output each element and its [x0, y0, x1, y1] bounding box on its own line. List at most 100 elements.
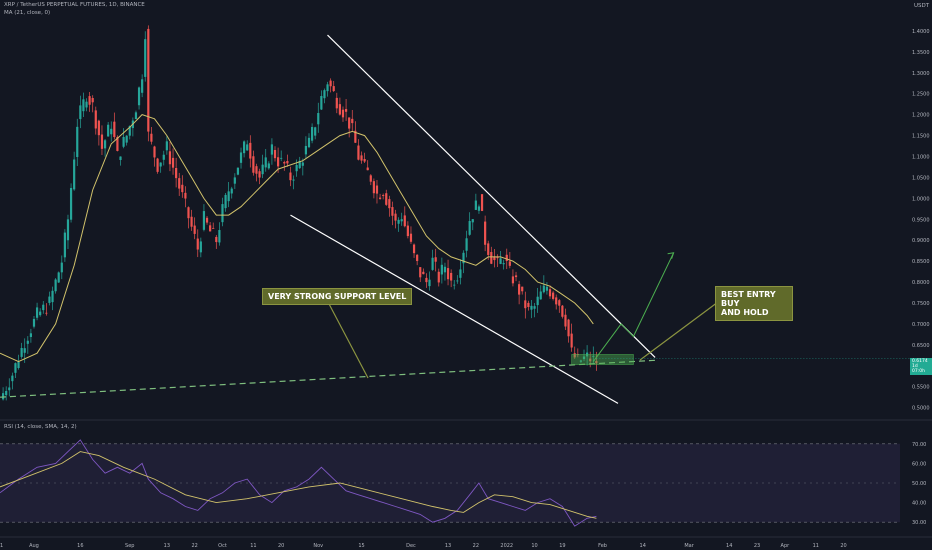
price-tick-label: 0.7000 [912, 322, 930, 328]
candle-body [153, 146, 156, 158]
candle-body [412, 244, 416, 254]
candle-body [533, 306, 536, 309]
candle-body [363, 159, 366, 162]
candle-body [524, 300, 527, 309]
support-line [0, 359, 656, 398]
candle-body [144, 39, 147, 77]
rsi-tick-label: 60.00 [912, 461, 926, 467]
candle-body [332, 86, 335, 92]
candle-body [320, 95, 323, 110]
date-tick-label: 14 [726, 543, 732, 549]
candle-body [391, 207, 394, 216]
last-price-badge: 0.6174 1d 07:0h [910, 358, 932, 375]
candle-body [295, 164, 298, 172]
candle-body [246, 144, 249, 151]
candle-body [32, 318, 36, 327]
candle-body [431, 257, 434, 270]
price-tick-label: 0.9000 [912, 238, 930, 244]
candle-body [119, 156, 122, 160]
candle-body [360, 155, 363, 161]
candle-body [462, 252, 465, 264]
date-tick-label: 15 [358, 543, 364, 549]
candle-body [570, 333, 573, 348]
date-tick-label: 16 [77, 543, 83, 549]
candle-body [60, 262, 63, 273]
date-tick-label: 20 [278, 543, 284, 549]
candle-body [212, 227, 215, 229]
date-tick-label: 22 [191, 543, 197, 549]
candle-body [419, 267, 422, 278]
candle-body [542, 285, 545, 293]
date-tick-label: Mar [684, 543, 694, 549]
candle-body [141, 79, 144, 93]
candle-body [416, 254, 419, 262]
price-tick-label: 0.5000 [912, 406, 930, 412]
date-tick-label: 21 [0, 543, 3, 549]
candle-body [107, 124, 110, 137]
candle-body [199, 241, 202, 253]
candle-body [490, 251, 493, 264]
candle-body [91, 98, 94, 103]
channel-upper-line [327, 34, 656, 358]
candle-body [42, 304, 45, 311]
candle-body [45, 312, 48, 314]
date-tick-label: Apr [781, 543, 791, 549]
last-price-countdown: 1d 07:0h [912, 364, 925, 374]
candle-body [403, 215, 406, 227]
candle-body [277, 157, 280, 167]
candle-body [307, 137, 311, 148]
rsi-tick-label: 70.00 [912, 442, 926, 448]
candle-body [555, 297, 558, 305]
date-tick-label: 11 [250, 543, 256, 549]
candle-body [209, 225, 212, 232]
price-tick-label: 1.3000 [912, 71, 930, 77]
candle-body [100, 134, 104, 149]
candle-body [314, 127, 317, 136]
price-tick-label: 0.9500 [912, 217, 930, 223]
candle-body [505, 254, 508, 261]
price-tick-label: 1.2000 [912, 113, 930, 119]
entry-label-line2: AND HOLD [721, 308, 769, 317]
candle-body [76, 126, 79, 158]
candle-body [548, 289, 552, 297]
candle-body [239, 152, 243, 163]
candle-body [134, 112, 138, 120]
candle-body [66, 219, 70, 241]
date-tick-label: 23 [754, 543, 760, 549]
candle-body [39, 311, 42, 316]
candle-body [205, 217, 209, 223]
candle-body [453, 284, 456, 286]
candle-body [165, 141, 168, 151]
candle-body [511, 276, 515, 284]
candle-body [255, 166, 258, 174]
candle-body [477, 206, 481, 211]
candle-body [326, 84, 329, 92]
candle-body [357, 145, 360, 160]
candle-body [589, 358, 592, 362]
candle-body [79, 105, 82, 120]
candle-body [233, 177, 236, 184]
candle-body [54, 279, 57, 292]
candle-body [536, 296, 539, 306]
candle-body [487, 243, 490, 255]
entry-pointer [639, 301, 719, 361]
candle-body [484, 221, 487, 245]
candle-body [474, 200, 477, 210]
candle-body [518, 284, 521, 295]
candle-body [116, 136, 119, 151]
candle-body [456, 280, 459, 282]
candle-body [595, 361, 598, 364]
candle-body [425, 277, 428, 283]
candle-body [409, 233, 413, 242]
date-tick-label: 19 [559, 543, 565, 549]
candle-body [298, 160, 301, 169]
candle-body [230, 188, 233, 194]
candle-body [400, 219, 403, 222]
candle-body [527, 302, 530, 308]
candle-body [335, 97, 338, 109]
candle-body [459, 269, 462, 278]
candle-body [258, 171, 261, 178]
candle-body [193, 225, 196, 234]
candle-body [125, 135, 128, 143]
